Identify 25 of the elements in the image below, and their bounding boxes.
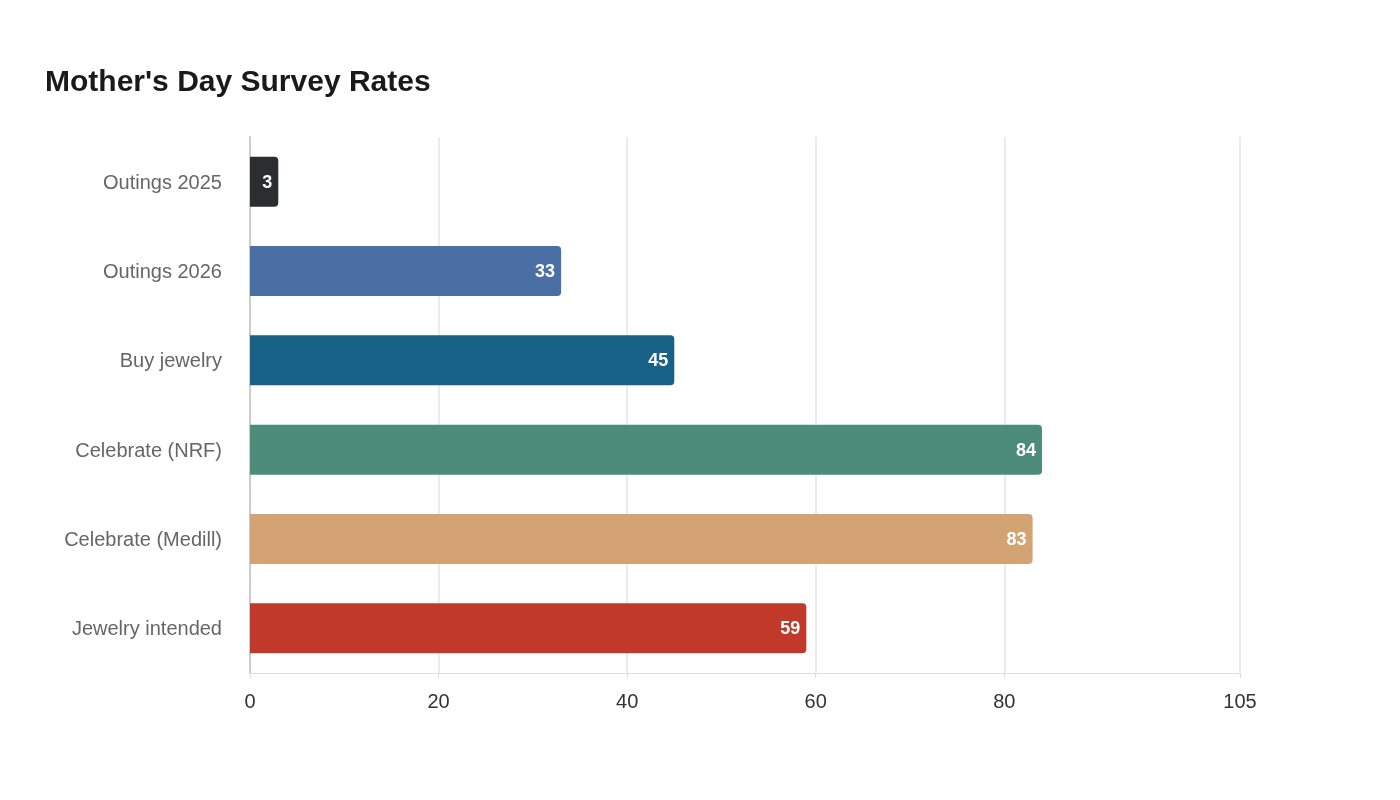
x-tick-label: 0 <box>244 690 256 712</box>
y-tick-label: Outings 2025 <box>103 170 222 193</box>
data-label: 83 <box>1006 529 1027 549</box>
y-tick-label: Buy jewelry <box>119 349 222 372</box>
bar <box>250 514 1033 564</box>
bar <box>250 156 279 207</box>
y-tick-label: Jewelry intended <box>71 617 222 640</box>
x-tick-label: 20 <box>427 690 450 712</box>
bar <box>250 246 562 296</box>
x-tick-label: 40 <box>616 690 639 712</box>
y-tick-label: Outings 2026 <box>103 260 222 282</box>
y-tick-label: Celebrate (Medill) <box>64 528 222 550</box>
bar <box>250 424 1042 475</box>
x-tick-label: 105 <box>1223 690 1257 712</box>
data-label: 45 <box>648 350 669 371</box>
data-label: 84 <box>1015 439 1036 460</box>
chart-title: Mother's Day Survey Rates <box>45 63 431 97</box>
data-label: 33 <box>535 261 556 281</box>
x-tick-label: 80 <box>993 690 1016 712</box>
data-label: 3 <box>262 171 273 192</box>
x-tick-label: 60 <box>804 690 827 712</box>
y-tick-label: Celebrate (NRF) <box>75 438 222 461</box>
bar <box>250 335 675 386</box>
data-label: 59 <box>780 618 801 639</box>
bar <box>250 603 807 654</box>
